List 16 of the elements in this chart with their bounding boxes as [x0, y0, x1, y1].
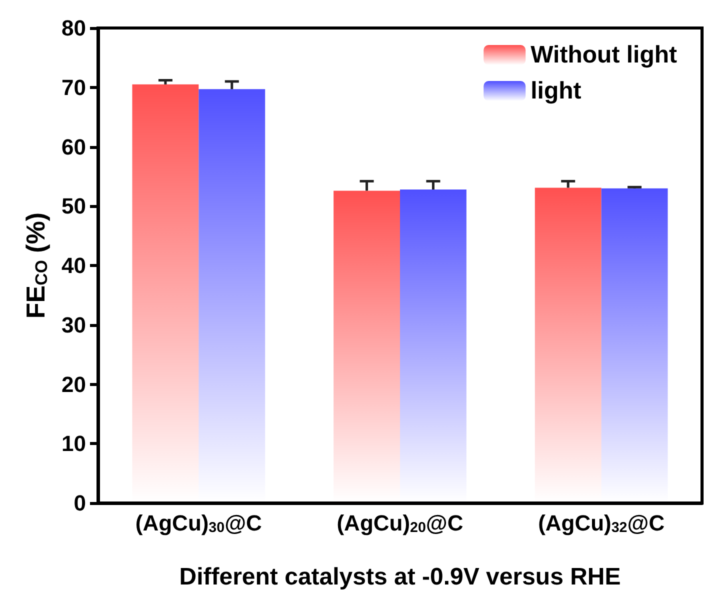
y-tick-label: 30: [62, 312, 86, 338]
y-tick-label: 70: [62, 74, 86, 100]
y-tick-label: 0: [74, 490, 86, 516]
y-tick-label: 80: [62, 16, 86, 40]
x-tick-label: (AgCu)30@C: [135, 510, 262, 536]
y-tick-label: 60: [62, 134, 86, 160]
y-tick-label: 10: [62, 431, 86, 456]
y-axis-title: FECO (%): [20, 212, 51, 319]
x-axis-title: Different catalysts at -0.9V versus RHE: [179, 564, 621, 590]
y-tick-label: 50: [62, 194, 86, 219]
x-tick-label: (AgCu)20@C: [336, 510, 464, 536]
y-tick-label: 20: [62, 372, 86, 397]
legend-label: Without light: [530, 42, 678, 68]
y-tick-label: 40: [62, 253, 86, 278]
legend-label: light: [530, 78, 582, 104]
x-tick-label: (AgCu)32@C: [538, 510, 665, 536]
